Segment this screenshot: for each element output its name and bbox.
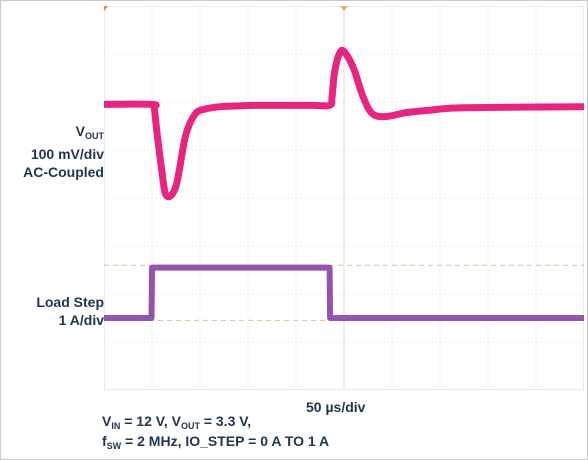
- load-scale: 1 A/div: [58, 312, 104, 328]
- vout-name: VOUT: [75, 123, 104, 141]
- vout-channel-label: VOUT 100 mV/div AC-Coupled: [23, 122, 104, 181]
- trigger-marker-center: [340, 6, 348, 11]
- vout-coupling: AC-Coupled: [23, 164, 104, 180]
- load-step-trace: [104, 264, 584, 321]
- load-name: Load Step: [36, 294, 104, 310]
- trigger-marker-left: [104, 6, 108, 11]
- oscilloscope-plot: [104, 6, 584, 390]
- vout-scale: 100 mV/div: [30, 146, 104, 162]
- conditions-line-1: VIN = 12 V, VOUT = 3.3 V,: [102, 413, 252, 431]
- conditions-line-2: fSW = 2 MHz, IO_STEP = 0 A TO 1 A: [102, 433, 330, 451]
- trigger-markers: [104, 6, 348, 11]
- load-channel-label: Load Step 1 A/div: [36, 293, 104, 329]
- traces: [104, 46, 584, 321]
- vout-trace: [104, 46, 584, 201]
- timebase-label: 50 µs/div: [306, 399, 366, 415]
